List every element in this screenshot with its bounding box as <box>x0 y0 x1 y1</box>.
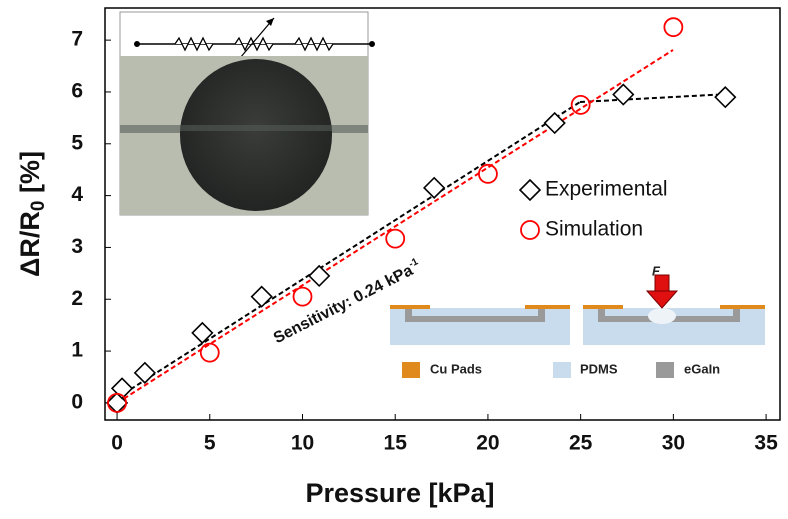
data-point <box>424 178 444 198</box>
x-tick-label: 10 <box>291 432 314 455</box>
x-tick-label: 15 <box>384 432 408 455</box>
data-point <box>613 85 633 105</box>
inset-label: F <box>652 263 661 278</box>
y-axis-label: ΔR/R0 [%] <box>15 151 49 277</box>
data-point <box>664 18 682 36</box>
x-axis-label: Pressure [kPa] <box>305 478 494 508</box>
y-tick-label: 2 <box>71 287 83 310</box>
y-tick-label: 4 <box>71 183 83 206</box>
y-tick-label: 5 <box>71 131 83 154</box>
legend-marker <box>520 180 540 200</box>
legend-label: Simulation <box>545 218 643 241</box>
y-tick-label: 0 <box>71 390 83 413</box>
x-tick-label: 25 <box>569 432 593 455</box>
data-point <box>201 344 219 362</box>
data-point <box>479 165 497 183</box>
data-point <box>192 323 212 343</box>
y-tick-label: 3 <box>71 235 83 258</box>
data-point <box>293 288 311 306</box>
data-point <box>252 287 272 307</box>
legend-marker <box>521 221 539 239</box>
fit-line <box>580 94 729 102</box>
data-point <box>545 113 565 133</box>
inset-label: Cu Pads <box>430 361 482 376</box>
x-tick-label: 5 <box>204 432 216 455</box>
inset-label: eGaIn <box>684 361 720 376</box>
y-tick-label: 6 <box>71 80 83 103</box>
inset-photo <box>120 12 375 215</box>
y-tick-label: 7 <box>71 28 83 51</box>
x-tick-label: 30 <box>662 432 685 455</box>
x-tick-label: 20 <box>476 432 499 455</box>
data-point <box>309 266 329 286</box>
data-point <box>715 87 735 107</box>
x-tick-label: 0 <box>111 432 123 455</box>
x-tick-label: 35 <box>754 432 778 455</box>
legend-label: Experimental <box>545 178 668 201</box>
chart: F Cu Pads PDMS eGaIn Sensitivity: 0.24 k… <box>0 0 788 519</box>
data-point <box>386 230 404 248</box>
inset-label: PDMS <box>580 361 618 376</box>
y-tick-label: 1 <box>71 339 83 362</box>
